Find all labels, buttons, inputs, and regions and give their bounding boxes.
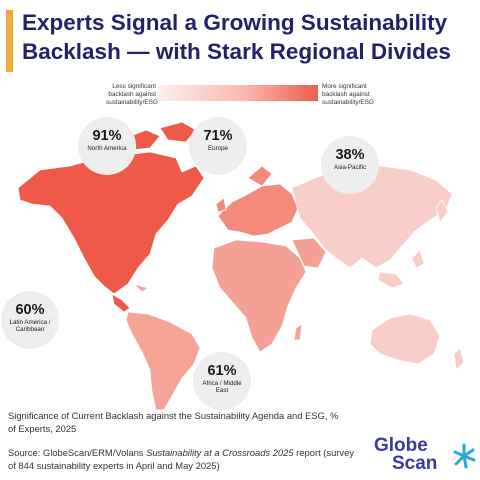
north-america-value: 91% [92, 128, 122, 144]
latin-america-label: Latin America / Caribbean [9, 319, 51, 333]
scale-gradient-bar [158, 85, 318, 101]
globescan-logo: Globe Scan [374, 436, 478, 476]
europe-label: Europe [208, 145, 228, 152]
bubble-latin-america: 60% Latin America / Caribbean [1, 291, 59, 349]
scale-low-label: Less significant backlash against sustai… [106, 83, 158, 106]
bubble-europe: 71% Europe [189, 117, 247, 175]
africa-middle-east-value: 61% [207, 363, 237, 379]
region-asia-pacific [291, 165, 465, 371]
bubble-north-america: 91% North America [78, 117, 136, 175]
chart-note: Significance of Current Backlash against… [8, 410, 339, 434]
logo-word-globe: Globe [374, 435, 428, 456]
title-accent-bar [6, 10, 13, 72]
asia-pacific-value: 38% [335, 147, 365, 163]
region-latin-america [125, 283, 201, 411]
asia-pacific-label: Asia-Pacific [333, 164, 367, 171]
north-america-label: North America [87, 145, 127, 152]
africa-middle-east-label: Africa / Middle East [202, 380, 242, 394]
source-citation: Source: GlobeScan/ERM/Volans Sustainabil… [8, 447, 358, 472]
color-scale-legend: Less significant backlash against sustai… [106, 83, 374, 112]
bubble-africa-middle-east: 61% Africa / Middle East [193, 352, 251, 410]
logo-word-scan: Scan [392, 453, 438, 474]
scale-high-label: More significant backlash against sustai… [322, 83, 374, 106]
source-suffix: report (survey of 844 sustainability exp… [8, 447, 355, 471]
source-prefix: Source: GlobeScan/ERM/Volans [8, 447, 147, 458]
source-report-title: Sustainability at a Crossroads 2025 [146, 447, 294, 458]
page-title: Experts Signal a Growing Sustainability … [22, 10, 451, 64]
bubble-asia-pacific: 38% Asia-Pacific [321, 136, 379, 194]
region-europe [215, 165, 299, 237]
burst-icon [453, 443, 476, 469]
region-africa-middle-east [211, 237, 327, 353]
latin-america-value: 60% [15, 302, 45, 318]
europe-value: 71% [203, 128, 233, 144]
